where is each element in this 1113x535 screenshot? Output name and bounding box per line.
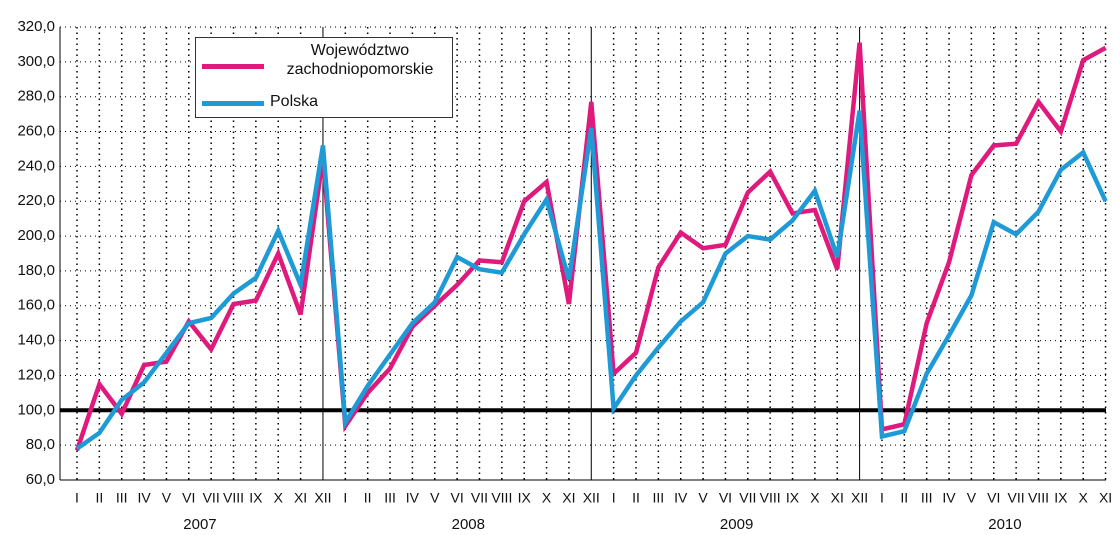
x-tick-label: XI bbox=[562, 490, 575, 506]
x-tick-label: VIII bbox=[491, 490, 512, 506]
x-tick-label: III bbox=[116, 490, 128, 506]
y-tick-label: 100,0 bbox=[17, 401, 55, 418]
y-tick-label: 160,0 bbox=[17, 297, 55, 314]
x-tick-label: V bbox=[698, 490, 708, 506]
x-tick-label: III bbox=[384, 490, 396, 506]
year-label: 2010 bbox=[988, 516, 1021, 533]
x-tick-label: XII bbox=[851, 490, 868, 506]
x-tick-label: I bbox=[612, 490, 616, 506]
x-tick-label: II bbox=[364, 490, 372, 506]
year-label: 2008 bbox=[452, 516, 485, 533]
x-tick-label: X bbox=[274, 490, 284, 506]
year-label: 2007 bbox=[183, 516, 216, 533]
x-tick-label: X bbox=[810, 490, 820, 506]
x-tick-label: VI bbox=[719, 490, 732, 506]
y-tick-label: 300,0 bbox=[17, 53, 55, 70]
x-tick-label: IV bbox=[137, 490, 151, 506]
x-tick-label: XI bbox=[831, 490, 844, 506]
x-tick-label: IX bbox=[518, 490, 532, 506]
x-tick-label: V bbox=[430, 490, 440, 506]
x-tick-label: II bbox=[632, 490, 640, 506]
y-tick-label: 200,0 bbox=[17, 227, 55, 244]
legend-swatch bbox=[202, 101, 264, 106]
year-label: 2009 bbox=[720, 516, 753, 533]
x-tick-label: IX bbox=[786, 490, 800, 506]
x-tick-label: IX bbox=[249, 490, 263, 506]
x-tick-label: VII bbox=[1008, 490, 1025, 506]
x-tick-label: III bbox=[653, 490, 665, 506]
y-tick-label: 80,0 bbox=[26, 436, 55, 453]
legend: Województwo zachodniopomorskie Polska bbox=[195, 37, 453, 118]
y-tick-label: 320,0 bbox=[17, 18, 55, 35]
y-tick-label: 280,0 bbox=[17, 88, 55, 105]
y-tick-label: 260,0 bbox=[17, 123, 55, 140]
x-tick-label: IV bbox=[406, 490, 420, 506]
x-tick-label: VIII bbox=[223, 490, 244, 506]
x-tick-label: VI bbox=[987, 490, 1000, 506]
x-tick-label: VI bbox=[451, 490, 464, 506]
y-tick-label: 180,0 bbox=[17, 262, 55, 279]
x-tick-label: VIII bbox=[760, 490, 781, 506]
x-tick-label: III bbox=[921, 490, 933, 506]
y-tick-label: 240,0 bbox=[17, 157, 55, 174]
x-tick-label: X bbox=[542, 490, 552, 506]
y-tick-label: 220,0 bbox=[17, 192, 55, 209]
x-tick-label: XII bbox=[583, 490, 600, 506]
legend-swatch bbox=[202, 64, 264, 69]
x-tick-label: IX bbox=[1054, 490, 1068, 506]
x-tick-label: IV bbox=[674, 490, 688, 506]
x-tick-label: XII bbox=[314, 490, 331, 506]
x-tick-label: V bbox=[967, 490, 977, 506]
x-tick-label: X bbox=[1079, 490, 1089, 506]
x-tick-label: I bbox=[880, 490, 884, 506]
series-line bbox=[75, 110, 1108, 451]
x-tick-label: VII bbox=[739, 490, 756, 506]
y-tick-label: 60,0 bbox=[26, 471, 55, 488]
x-tick-label: VII bbox=[203, 490, 220, 506]
x-tick-label: VI bbox=[182, 490, 195, 506]
x-tick-label: XI bbox=[294, 490, 307, 506]
x-tick-label: VIII bbox=[1028, 490, 1049, 506]
x-tick-label: XI bbox=[1099, 490, 1112, 506]
x-tick-label: II bbox=[95, 490, 103, 506]
legend-label: Województwo zachodniopomorskie bbox=[286, 42, 434, 78]
x-tick-label: IV bbox=[942, 490, 956, 506]
series-line bbox=[74, 42, 1107, 452]
x-tick-label: VII bbox=[471, 490, 488, 506]
x-tick-label: I bbox=[75, 490, 79, 506]
x-tick-label: II bbox=[900, 490, 908, 506]
x-tick-label: I bbox=[343, 490, 347, 506]
x-tick-label: V bbox=[162, 490, 172, 506]
y-tick-label: 140,0 bbox=[17, 332, 55, 349]
y-tick-label: 120,0 bbox=[17, 366, 55, 383]
legend-label: Polska bbox=[270, 93, 319, 110]
